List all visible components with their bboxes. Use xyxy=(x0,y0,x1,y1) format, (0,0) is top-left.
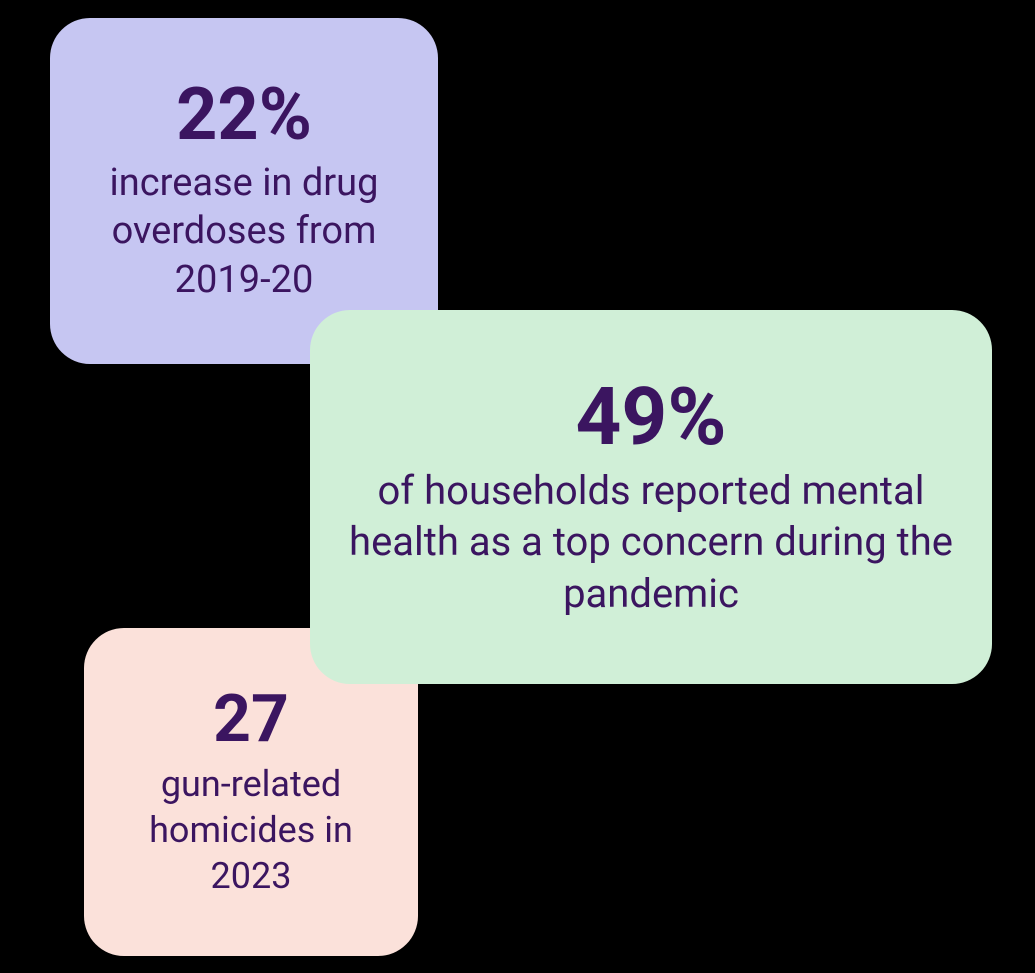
stat-value: 27 xyxy=(213,685,289,754)
stat-description: gun-related homicides in 2023 xyxy=(120,761,382,899)
stat-description: increase in drug overdoses from 2019-20 xyxy=(86,159,402,305)
stat-card-mental-health: 49% of households reported mental health… xyxy=(310,310,992,684)
stat-value: 22% xyxy=(176,77,312,153)
stat-description: of households reported mental health as … xyxy=(346,465,956,619)
infographic-canvas: 22% increase in drug overdoses from 2019… xyxy=(0,0,1035,973)
stat-value: 49% xyxy=(576,375,727,459)
